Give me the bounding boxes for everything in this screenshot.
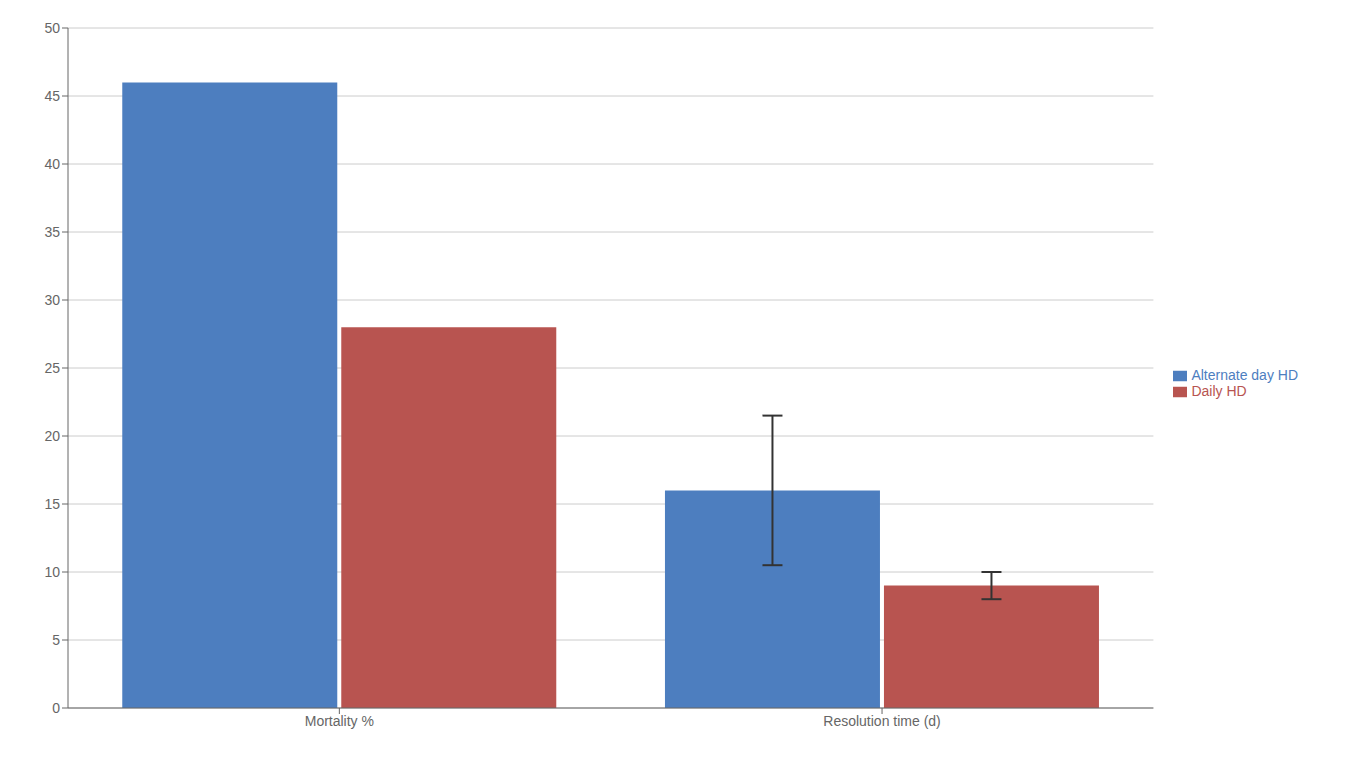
svg-text:40: 40 bbox=[44, 156, 60, 172]
svg-text:5: 5 bbox=[52, 632, 60, 648]
svg-text:15: 15 bbox=[44, 496, 60, 512]
svg-text:50: 50 bbox=[44, 20, 60, 36]
svg-text:20: 20 bbox=[44, 428, 60, 444]
svg-text:25: 25 bbox=[44, 360, 60, 376]
svg-text:45: 45 bbox=[44, 88, 60, 104]
svg-text:30: 30 bbox=[44, 292, 60, 308]
svg-text:Mortality %: Mortality % bbox=[305, 713, 374, 729]
svg-text:0: 0 bbox=[52, 700, 60, 716]
svg-text:35: 35 bbox=[44, 224, 60, 240]
html-text:Daily HD: Daily HD bbox=[1191, 383, 1247, 399]
html-text:Alternate day HD: Alternate day HD bbox=[1191, 366, 1298, 383]
svg-text:10: 10 bbox=[44, 564, 60, 580]
svg-text:Resolution time (d): Resolution time (d) bbox=[823, 713, 941, 729]
